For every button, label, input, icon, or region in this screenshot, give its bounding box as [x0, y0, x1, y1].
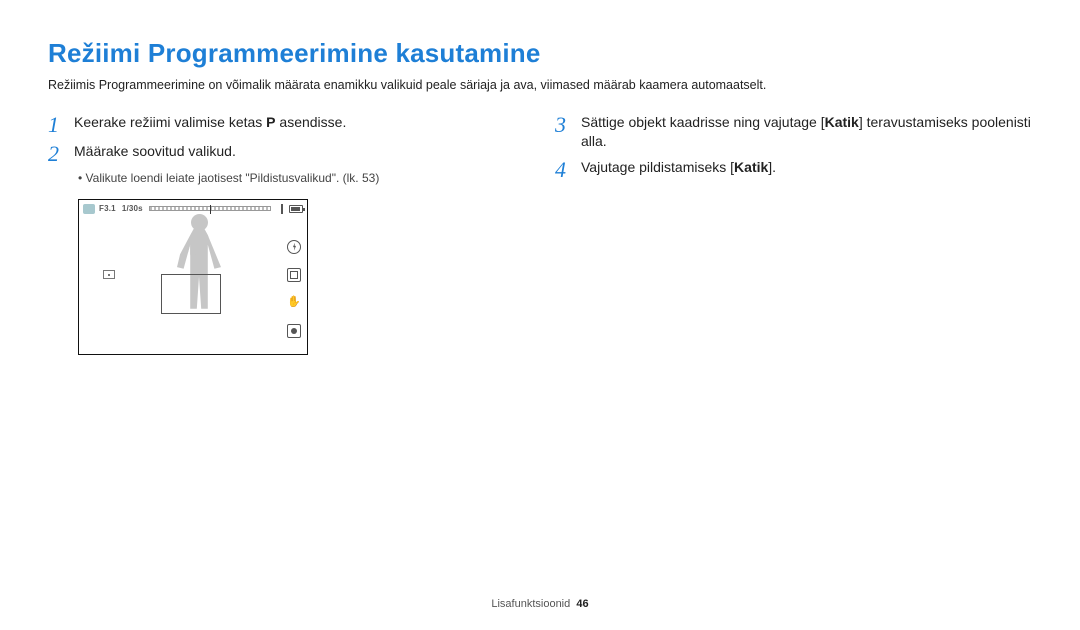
- shutter-key-label: Katik: [825, 114, 859, 130]
- battery-fill: [291, 207, 300, 211]
- camera-lcd-mockup: F3.1 1/30s: [78, 199, 308, 355]
- step-number: 4: [555, 158, 581, 181]
- step-number: 3: [555, 113, 581, 136]
- intro-text: Režiimis Programmeerimine on võimalik mä…: [48, 77, 1032, 95]
- battery-icon: [289, 205, 303, 213]
- step-2-bullet: Valikute loendi leiate jaotisest "Pildis…: [78, 171, 525, 185]
- manual-page: Režiimi Programmeerimine kasutamine Reži…: [0, 0, 1080, 630]
- step1-before: Keerake režiimi valimise ketas: [74, 114, 266, 130]
- face-detect-icon: [287, 324, 301, 338]
- step-2: 2 Määrake soovitud valikud.: [48, 142, 525, 165]
- footer-section: Lisafunktsioonid: [491, 598, 570, 610]
- shutter-value: 1/30s: [122, 204, 143, 213]
- page-number: 46: [576, 598, 588, 610]
- step3-before: Sättige objekt kaadrisse ning vajutage [: [581, 114, 825, 130]
- page-footer: Lisafunktsioonid 46: [0, 598, 1080, 610]
- divider-icon: [281, 204, 283, 214]
- camera-preview-container: F3.1 1/30s: [78, 199, 525, 355]
- right-column: 3 Sättige objekt kaadrisse ning vajutage…: [555, 113, 1032, 355]
- mode-p-icon: P: [266, 114, 275, 130]
- step-number: 1: [48, 113, 74, 136]
- step-text: Vajutage pildistamiseks [Katik].: [581, 158, 776, 178]
- step1-after: asendisse.: [276, 114, 347, 130]
- mode-badge-icon: [83, 204, 95, 214]
- flash-icon: [287, 240, 301, 254]
- step-text: Määrake soovitud valikud.: [74, 142, 236, 162]
- step-text: Sättige objekt kaadrisse ning vajutage […: [581, 113, 1032, 152]
- step-4: 4 Vajutage pildistamiseks [Katik].: [555, 158, 1032, 181]
- metering-icon: [287, 268, 301, 282]
- stabilization-icon: [287, 296, 301, 310]
- step-1: 1 Keerake režiimi valimise ketas P asend…: [48, 113, 525, 136]
- step-number: 2: [48, 142, 74, 165]
- step-text: Keerake režiimi valimise ketas P asendis…: [74, 113, 346, 133]
- aperture-value: F3.1: [99, 204, 116, 213]
- left-column: 1 Keerake režiimi valimise ketas P asend…: [48, 113, 525, 355]
- content-columns: 1 Keerake režiimi valimise ketas P asend…: [48, 113, 1032, 355]
- focus-rectangle-icon: [161, 274, 221, 314]
- step4-before: Vajutage pildistamiseks [: [581, 159, 734, 175]
- shutter-key-label: Katik: [734, 159, 768, 175]
- exposure-scale-icon: [149, 206, 271, 211]
- camera-right-icons: [287, 240, 301, 338]
- af-point-icon: [103, 270, 115, 279]
- step4-after: ].: [768, 159, 776, 175]
- page-title: Režiimi Programmeerimine kasutamine: [48, 38, 1032, 69]
- step-3: 3 Sättige objekt kaadrisse ning vajutage…: [555, 113, 1032, 152]
